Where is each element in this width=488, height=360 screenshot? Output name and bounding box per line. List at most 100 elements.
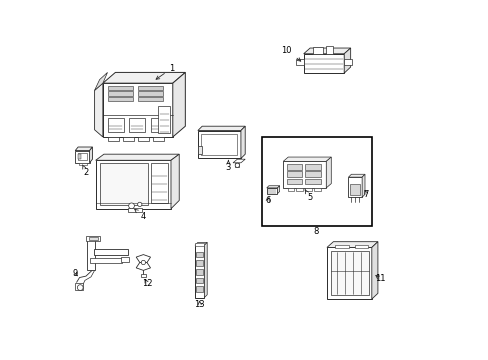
Circle shape — [77, 285, 83, 291]
Bar — [261, 137, 371, 226]
Polygon shape — [314, 188, 320, 191]
Bar — [196, 252, 203, 257]
Text: 2: 2 — [82, 165, 88, 177]
Bar — [286, 179, 301, 184]
Polygon shape — [89, 258, 122, 263]
Polygon shape — [96, 160, 171, 209]
Polygon shape — [75, 150, 89, 163]
Polygon shape — [86, 235, 100, 241]
Polygon shape — [348, 177, 362, 197]
Bar — [196, 260, 203, 266]
Polygon shape — [362, 174, 364, 197]
Polygon shape — [204, 242, 207, 298]
Bar — [158, 107, 169, 134]
Polygon shape — [107, 91, 132, 96]
Polygon shape — [138, 137, 149, 140]
Bar — [196, 269, 203, 275]
Bar — [195, 243, 204, 246]
Polygon shape — [266, 186, 279, 188]
Polygon shape — [326, 247, 371, 299]
Polygon shape — [303, 48, 350, 54]
Polygon shape — [121, 257, 129, 262]
Polygon shape — [107, 86, 132, 90]
Polygon shape — [330, 251, 368, 296]
Polygon shape — [283, 161, 325, 188]
Polygon shape — [171, 154, 179, 209]
Polygon shape — [151, 163, 168, 203]
Bar — [286, 171, 301, 177]
Bar — [334, 244, 348, 248]
Bar — [305, 164, 320, 170]
Polygon shape — [94, 249, 128, 255]
Bar — [141, 274, 145, 277]
Polygon shape — [102, 72, 185, 83]
Polygon shape — [75, 147, 92, 150]
Polygon shape — [241, 126, 244, 158]
Polygon shape — [138, 86, 163, 90]
Polygon shape — [128, 208, 142, 212]
Bar — [286, 164, 301, 170]
Bar — [201, 134, 237, 155]
Bar — [349, 184, 360, 195]
Polygon shape — [138, 91, 163, 96]
Bar — [305, 179, 320, 184]
Polygon shape — [123, 137, 134, 140]
Text: 3: 3 — [225, 161, 230, 172]
Polygon shape — [79, 163, 86, 165]
Polygon shape — [303, 54, 344, 73]
Text: 7: 7 — [363, 190, 368, 199]
Polygon shape — [198, 131, 241, 158]
Polygon shape — [107, 97, 132, 101]
Polygon shape — [305, 188, 311, 191]
Polygon shape — [75, 283, 83, 291]
Text: 9: 9 — [72, 269, 78, 278]
Text: 1: 1 — [156, 64, 174, 79]
Polygon shape — [348, 174, 364, 177]
Text: 13: 13 — [194, 300, 204, 309]
Polygon shape — [195, 242, 207, 245]
Polygon shape — [198, 146, 202, 154]
Polygon shape — [266, 188, 277, 194]
Polygon shape — [233, 159, 244, 163]
Polygon shape — [136, 262, 150, 270]
Text: 10: 10 — [281, 46, 300, 61]
Polygon shape — [172, 72, 185, 137]
Polygon shape — [296, 188, 303, 191]
Circle shape — [141, 260, 145, 265]
Polygon shape — [87, 240, 94, 270]
Polygon shape — [153, 137, 164, 140]
Circle shape — [128, 203, 134, 209]
Text: 12: 12 — [142, 279, 152, 288]
Bar — [150, 118, 166, 132]
Text: 5: 5 — [305, 190, 312, 202]
Text: 8: 8 — [313, 228, 318, 237]
Polygon shape — [371, 242, 377, 299]
Polygon shape — [138, 97, 163, 101]
Polygon shape — [89, 147, 92, 163]
Circle shape — [137, 202, 142, 207]
Circle shape — [235, 163, 239, 167]
Polygon shape — [277, 186, 279, 194]
Text: 6: 6 — [264, 196, 270, 205]
Polygon shape — [325, 45, 333, 54]
Polygon shape — [313, 47, 322, 54]
Polygon shape — [235, 163, 239, 167]
Polygon shape — [296, 59, 303, 65]
Polygon shape — [283, 157, 330, 161]
Polygon shape — [195, 245, 204, 298]
Text: 11: 11 — [374, 274, 385, 283]
Polygon shape — [136, 255, 150, 262]
Bar — [78, 153, 86, 160]
Bar — [129, 118, 145, 132]
Polygon shape — [94, 83, 102, 137]
Polygon shape — [287, 188, 293, 191]
Polygon shape — [88, 237, 98, 240]
Polygon shape — [108, 137, 119, 140]
Polygon shape — [344, 48, 350, 73]
Bar — [354, 244, 367, 248]
Polygon shape — [94, 72, 107, 90]
Bar — [196, 278, 203, 283]
Polygon shape — [198, 126, 244, 131]
Text: 4: 4 — [135, 209, 146, 221]
Polygon shape — [96, 154, 179, 160]
